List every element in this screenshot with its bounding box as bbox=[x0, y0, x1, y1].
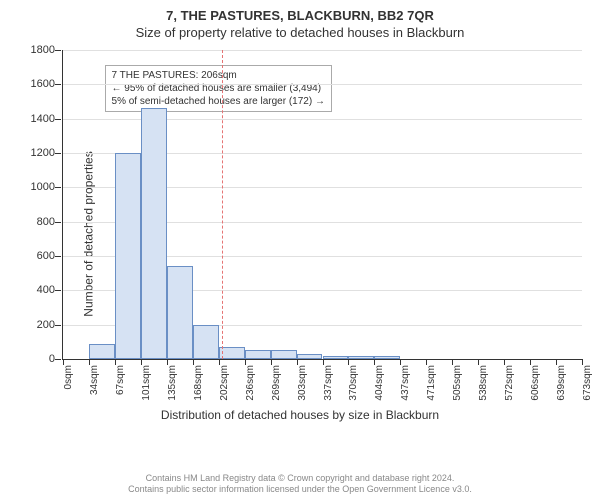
histogram-bar bbox=[89, 344, 115, 359]
x-tick-label: 303sqm bbox=[297, 359, 308, 401]
annotation-box: 7 THE PASTURES: 206sqm ← 95% of detached… bbox=[105, 65, 332, 112]
y-tick-label: 0 bbox=[49, 353, 63, 365]
y-tick-label: 1600 bbox=[31, 78, 63, 90]
x-tick-label: 437sqm bbox=[400, 359, 411, 401]
x-tick-label: 639sqm bbox=[556, 359, 567, 401]
x-tick-label: 135sqm bbox=[167, 359, 178, 401]
y-tick-label: 200 bbox=[37, 319, 63, 331]
x-tick-label: 337sqm bbox=[323, 359, 334, 401]
histogram-bar bbox=[271, 350, 297, 359]
x-tick-label: 202sqm bbox=[219, 359, 230, 401]
x-tick-label: 0sqm bbox=[63, 359, 74, 389]
x-tick-label: 404sqm bbox=[374, 359, 385, 401]
x-axis-label: Distribution of detached houses by size … bbox=[0, 408, 600, 422]
annotation-line3: 5% of semi-detached houses are larger (1… bbox=[112, 95, 325, 108]
x-tick-label: 101sqm bbox=[141, 359, 152, 401]
annotation-line1: 7 THE PASTURES: 206sqm bbox=[112, 69, 325, 82]
footer-attribution: Contains HM Land Registry data © Crown c… bbox=[0, 473, 600, 496]
x-tick-label: 67sqm bbox=[115, 359, 126, 395]
reference-line bbox=[222, 50, 223, 359]
plot-area: 7 THE PASTURES: 206sqm ← 95% of detached… bbox=[62, 50, 582, 360]
y-tick-label: 600 bbox=[37, 250, 63, 262]
page-title-desc: Size of property relative to detached ho… bbox=[0, 23, 600, 44]
histogram-bar bbox=[323, 356, 349, 359]
x-tick-label: 572sqm bbox=[504, 359, 515, 401]
y-tick-label: 1200 bbox=[31, 147, 63, 159]
x-tick-label: 606sqm bbox=[530, 359, 541, 401]
footer-line2: Contains public sector information licen… bbox=[0, 484, 600, 496]
x-tick-label: 505sqm bbox=[452, 359, 463, 401]
grid-line bbox=[63, 84, 582, 85]
x-tick-label: 34sqm bbox=[89, 359, 100, 395]
x-tick-label: 538sqm bbox=[478, 359, 489, 401]
x-tick-label: 471sqm bbox=[426, 359, 437, 401]
histogram-bar bbox=[193, 325, 219, 359]
histogram-bar bbox=[348, 356, 374, 359]
histogram-bar bbox=[115, 153, 141, 359]
y-tick-label: 1400 bbox=[31, 113, 63, 125]
y-tick-label: 1800 bbox=[31, 44, 63, 56]
x-tick-label: 370sqm bbox=[348, 359, 359, 401]
histogram-bar bbox=[374, 356, 400, 359]
y-tick-label: 800 bbox=[37, 216, 63, 228]
x-tick-label: 168sqm bbox=[193, 359, 204, 401]
histogram-bar bbox=[245, 350, 271, 359]
histogram-bar bbox=[167, 266, 193, 359]
chart-container: Number of detached properties 7 THE PAST… bbox=[0, 44, 600, 424]
x-tick-label: 236sqm bbox=[245, 359, 256, 401]
footer-line1: Contains HM Land Registry data © Crown c… bbox=[0, 473, 600, 485]
x-tick-label: 269sqm bbox=[271, 359, 282, 401]
y-tick-label: 1000 bbox=[31, 181, 63, 193]
page-title-address: 7, THE PASTURES, BLACKBURN, BB2 7QR bbox=[0, 0, 600, 23]
grid-line bbox=[63, 50, 582, 51]
x-tick-label: 673sqm bbox=[582, 359, 593, 401]
y-tick-label: 400 bbox=[37, 284, 63, 296]
histogram-bar bbox=[297, 354, 323, 359]
histogram-bar bbox=[141, 108, 167, 359]
